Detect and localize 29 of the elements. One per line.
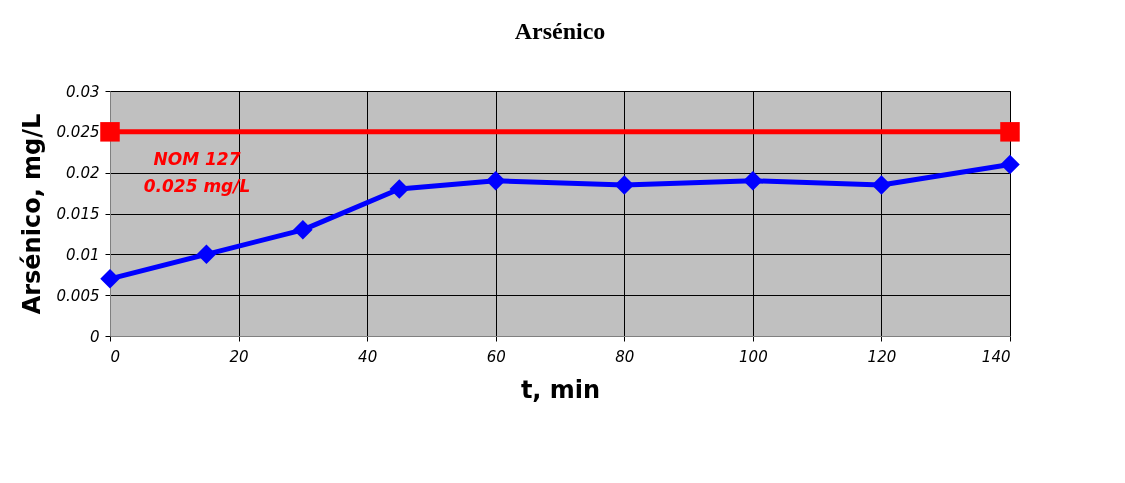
point [293,220,313,240]
point [196,244,217,265]
point [614,175,635,195]
point [100,122,120,142]
x-tick-label: 0 [110,347,121,366]
y-tick-label: 0.025 [56,123,100,142]
point [100,269,120,289]
y-tick-label: 0.01 [66,245,100,264]
x-tick-label: 60 [486,347,506,366]
point [485,171,506,191]
y-tick-label: 0.02 [66,164,100,183]
x-axis-title: t, min [520,375,601,404]
x-tick-label: 100 [739,347,768,366]
y-tick-label: 0 [89,327,100,346]
y-axis-title: Arsénico, mg/L [17,113,46,315]
point [743,171,763,191]
x-tick-label: 40 [358,347,378,366]
chart-title: Arsénico [514,18,606,44]
x-tick-label: 20 [229,347,249,366]
point [871,175,892,195]
y-tick-label: 0.015 [56,205,100,223]
y-tick-label: 0.005 [56,286,100,305]
x-tick-label: 80 [615,347,635,366]
x-tick-label: 120 [867,347,897,366]
y-tick-label: 0.03 [66,82,100,101]
x-tick-label: 140 [981,347,1011,366]
point [1000,122,1020,142]
point [1000,154,1020,175]
point [389,179,410,199]
